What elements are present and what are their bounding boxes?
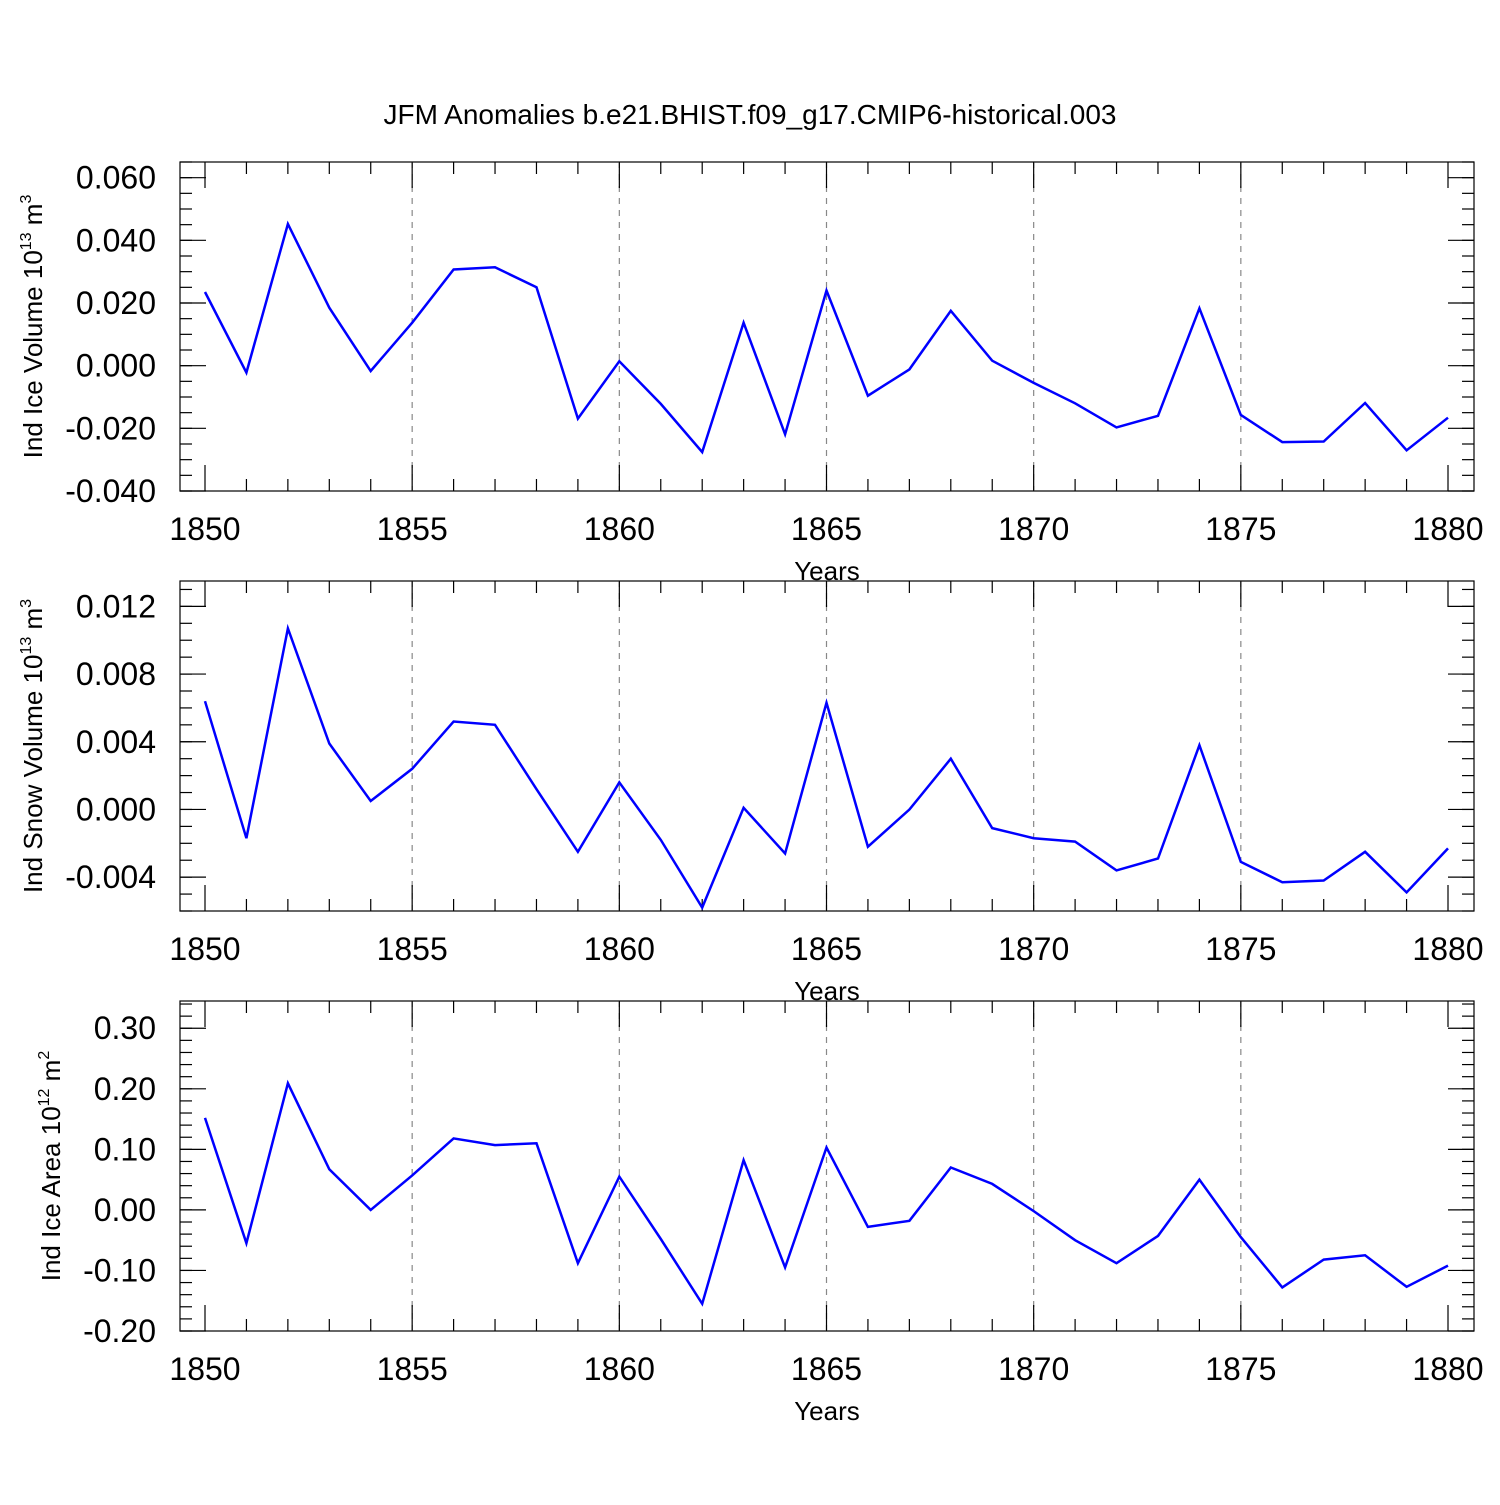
chart-title: JFM Anomalies b.e21.BHIST.f09_g17.CMIP6-… [383,99,1116,130]
series-line [203,220,1449,455]
x-tick-label: 1875 [1205,931,1276,967]
y-tick-label: 0.004 [76,724,156,760]
y-tick-label: 0.060 [76,160,156,196]
y-tick-label: 0.10 [94,1131,156,1167]
series-line [203,1079,1449,1307]
y-tick-label: -0.10 [83,1252,156,1288]
x-tick-label: 1855 [377,931,448,967]
x-tick-label: 1870 [998,511,1069,547]
x-tick-label: 1880 [1412,511,1483,547]
x-tick-label: 1865 [791,1351,862,1387]
y-tick-label: 0.00 [94,1192,156,1228]
x-tick-label: 1850 [169,1351,240,1387]
y-tick-label: -0.020 [65,410,156,446]
y-tick-label: 0.20 [94,1071,156,1107]
y-axis-title: Ind Snow Volume 1013 m3 [18,599,48,893]
y-axis-title: Ind Ice Volume 1013 m3 [18,195,48,459]
x-tick-label: 1860 [584,931,655,967]
y-axis-title: Ind Ice Area 1012 m2 [36,1051,66,1282]
panel-1: -0.040 -0.020 0.000 0.020 0.040 0.060 1850 1855… [18,160,1484,586]
y-tick-label: -0.20 [83,1313,156,1349]
y-tick-label: 0.020 [76,285,156,321]
panel-2: -0.004 0.000 0.004 0.008 0.012 1850 1855 1860 18… [18,580,1484,1006]
y-tick-label: 0.30 [94,1010,156,1046]
x-tick-label: 1855 [377,511,448,547]
y-tick-label: 0.008 [76,656,156,692]
y-tick-label: -0.004 [65,859,156,895]
x-tick-label: 1860 [584,511,655,547]
x-tick-label: 1870 [998,1351,1069,1387]
x-tick-label: 1860 [584,1351,655,1387]
y-tick-label: -0.040 [65,473,156,509]
panel-3: -0.20 -0.10 0.00 0.10 0.20 0.30 1850 1855 1860 18… [36,1000,1484,1426]
x-tick-label: 1875 [1205,1351,1276,1387]
x-tick-label: 1880 [1412,1351,1483,1387]
series-line [203,623,1449,911]
x-tick-label: 1875 [1205,511,1276,547]
x-tick-label: 1865 [791,931,862,967]
x-axis-title: Years [794,1396,860,1426]
x-tick-label: 1850 [169,511,240,547]
y-tick-label: 0.000 [76,791,156,827]
x-tick-label: 1865 [791,511,862,547]
y-tick-label: 0.012 [76,588,156,624]
x-tick-label: 1850 [169,931,240,967]
x-tick-label: 1880 [1412,931,1483,967]
y-tick-label: 0.000 [76,348,156,384]
y-tick-label: 0.040 [76,222,156,258]
x-tick-label: 1855 [377,1351,448,1387]
x-tick-label: 1870 [998,931,1069,967]
